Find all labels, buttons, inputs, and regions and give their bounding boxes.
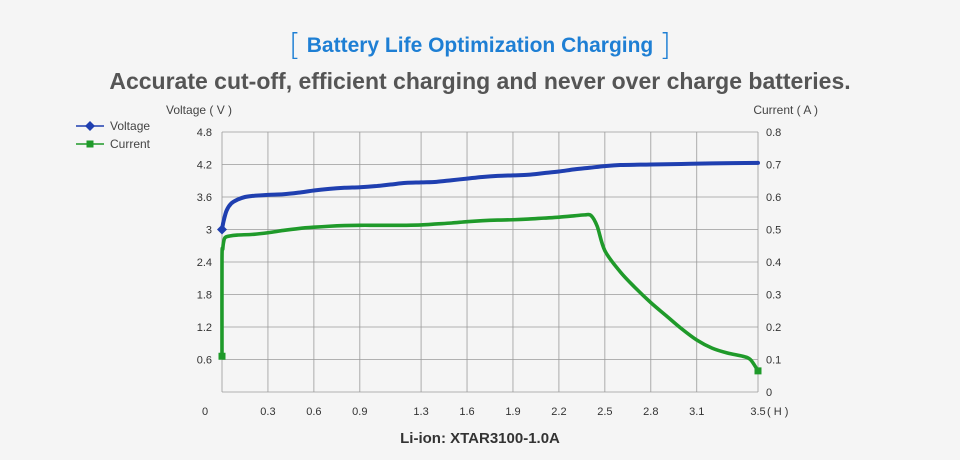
x-tick-label: 0.3: [260, 406, 275, 418]
right-tick-label: 0.5: [766, 225, 781, 237]
title-row: [ Battery Life Optimization Charging ]: [0, 30, 960, 62]
right-tick-label: 0.7: [766, 160, 781, 172]
voltage-series-line: [220, 160, 760, 232]
right-tick-label: 0.3: [766, 290, 781, 302]
legend-voltage-label: Voltage: [110, 119, 150, 133]
left-tick-label: 1.8: [197, 290, 212, 302]
chart-series: [217, 160, 762, 375]
page-title: Battery Life Optimization Charging: [306, 34, 654, 57]
x-tick-label: 0: [202, 406, 208, 418]
x-axis-ticks: 0 0.3 0.6 0.9 1.3 1.6 1.9 2.2 2.5 2.8 3.1 3.5: [202, 406, 766, 418]
x-tick-label: 2.8: [643, 406, 658, 418]
x-tick-label: 1.9: [505, 406, 520, 418]
current-end-marker: [754, 367, 762, 375]
left-tick-label: 2.4: [197, 257, 212, 269]
x-tick-label: 3.5: [750, 406, 765, 418]
legend-voltage-diamond-icon: [85, 121, 95, 131]
left-tick-label: 1.2: [197, 322, 212, 334]
x-tick-label: 2.5: [597, 406, 612, 418]
chart-caption: Li-ion: XTAR3100-1.0A: [400, 430, 560, 447]
right-bracket-icon: ]: [659, 28, 671, 63]
x-tick-label: 3.1: [689, 406, 704, 418]
chart-legend: Voltage Current: [76, 119, 151, 151]
right-tick-label: 0.2: [766, 322, 781, 334]
right-tick-label: 0: [766, 387, 772, 399]
left-tick-label: 0.6: [197, 355, 212, 367]
page-subtitle: Accurate cut-off, efficient charging and…: [109, 68, 851, 94]
x-tick-label: 1.6: [459, 406, 474, 418]
right-tick-label: 0.1: [766, 355, 781, 367]
x-tick-label: 0.6: [306, 406, 321, 418]
right-axis-label: Current ( A ): [753, 103, 818, 117]
chart-grid: [221, 131, 759, 393]
left-tick-label: 4.2: [197, 160, 212, 172]
current-start-marker: [218, 352, 226, 360]
left-axis-ticks: 0.6 1.2 1.8 2.4 3 3.6 4.2 4.8: [197, 127, 212, 367]
right-tick-label: 0.4: [766, 257, 781, 269]
voltage-start-marker: [217, 224, 227, 235]
x-tick-label: 2.2: [551, 406, 566, 418]
left-bracket-icon: [: [289, 28, 301, 63]
right-tick-label: 0.6: [766, 192, 781, 204]
x-tick-label: 0.9: [352, 406, 367, 418]
left-tick-label: 4.8: [197, 127, 212, 139]
x-tick-label: 1.3: [413, 406, 428, 418]
right-axis-ticks: 0 0.1 0.2 0.3 0.4 0.5 0.6 0.7 0.8: [766, 127, 781, 399]
legend-current-square-icon: [86, 140, 94, 148]
left-tick-label: 3: [206, 225, 212, 237]
x-axis-unit-label: ( H ): [767, 406, 788, 418]
right-tick-label: 0.8: [766, 127, 781, 139]
left-tick-label: 3.6: [197, 192, 212, 204]
current-series-line: [220, 212, 760, 373]
legend-current-label: Current: [110, 137, 151, 151]
left-axis-label: Voltage ( V ): [166, 103, 232, 117]
